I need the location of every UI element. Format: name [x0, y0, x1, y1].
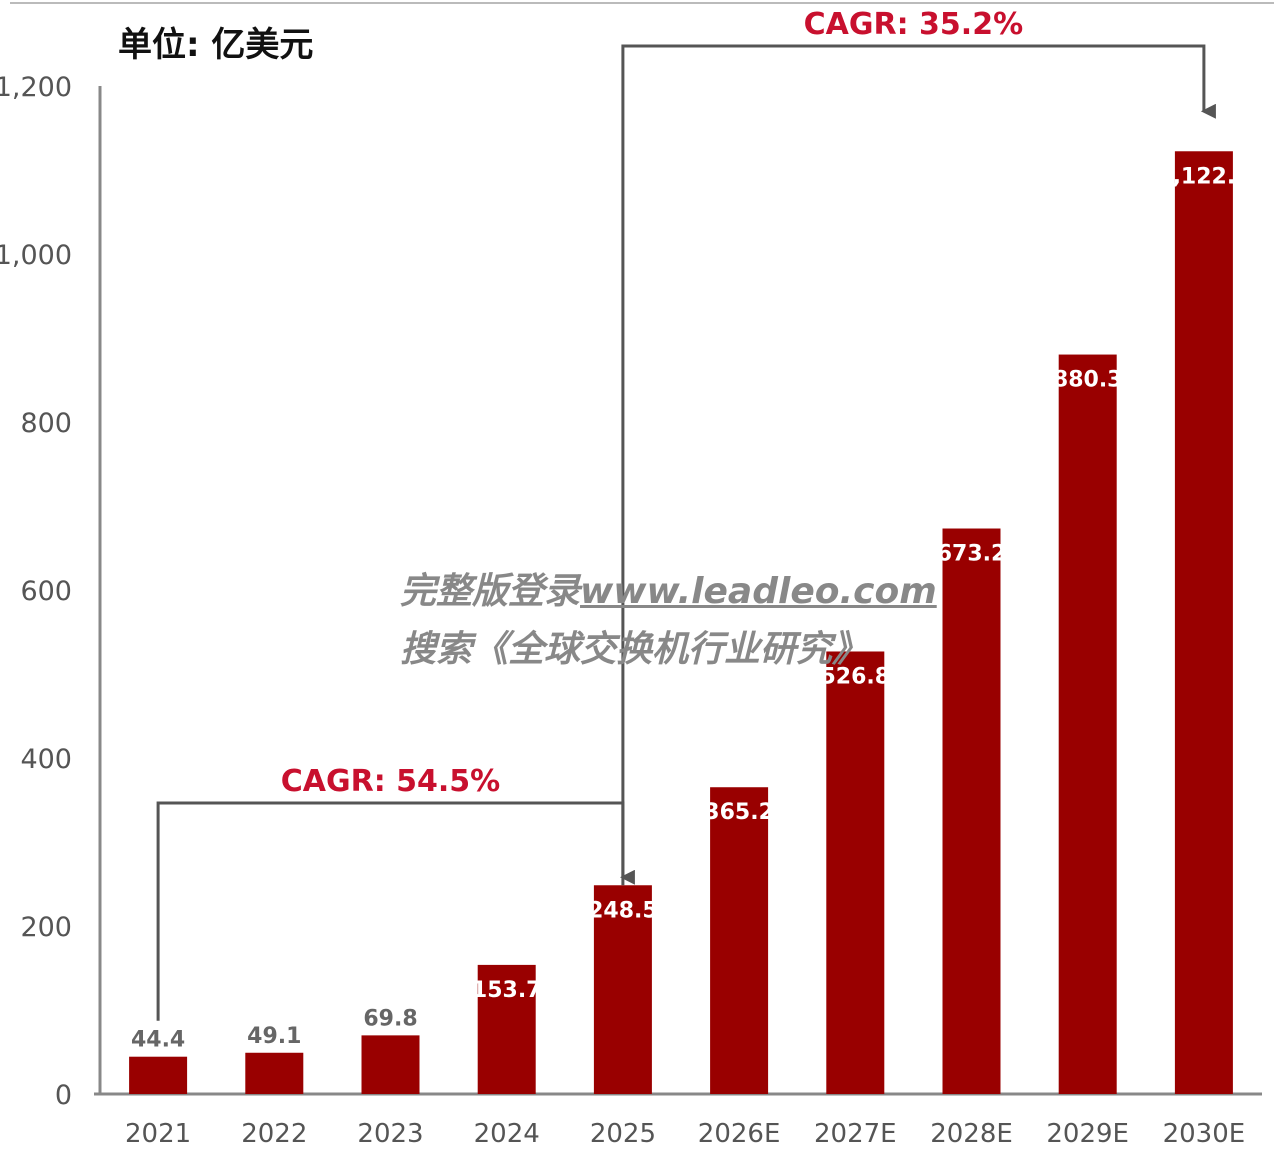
- value-label-2022: 49.1: [247, 1024, 301, 1049]
- value-label-2027E: 526.8: [821, 664, 891, 689]
- cagr-connector-1: [156, 801, 635, 1021]
- bar-2030E: [1174, 151, 1233, 1094]
- y-tick-label-5: 1,000: [0, 240, 72, 271]
- x-tick-label-2028E: 2028E: [930, 1119, 1013, 1149]
- x-tick-label-2030E: 2030E: [1163, 1119, 1246, 1149]
- cagr-label-2: CAGR: 35.2%: [804, 7, 1023, 42]
- x-tick-label-2023: 2023: [357, 1119, 423, 1149]
- watermark-line-2: 搜索《全球交换机行业研究》: [400, 629, 869, 670]
- bar-2021: [129, 1056, 188, 1094]
- bar-2028E: [942, 528, 1001, 1094]
- value-label-2028E: 673.2: [937, 542, 1007, 567]
- value-label-2025: 248.5: [588, 898, 658, 923]
- x-tick-label-2026E: 2026E: [698, 1119, 781, 1149]
- watermark-link[interactable]: www.leadleo.com: [580, 571, 937, 612]
- x-tick-label-2029E: 2029E: [1046, 1119, 1129, 1149]
- bar-2029E: [1058, 354, 1117, 1095]
- x-tick-label-2021: 2021: [125, 1119, 191, 1149]
- x-tick-label-2025: 2025: [590, 1119, 656, 1149]
- x-tick-label-2027E: 2027E: [814, 1119, 897, 1149]
- value-label-2026E: 365.2: [704, 800, 774, 825]
- watermark-prefix: 完整版登录: [400, 571, 581, 612]
- value-label-2029E: 880.3: [1053, 368, 1123, 393]
- bar-2026E: [710, 787, 769, 1094]
- bar-2027E: [826, 651, 885, 1094]
- bar-2023: [361, 1035, 420, 1094]
- bar-2025: [593, 885, 652, 1094]
- cagr-label-1: CAGR: 54.5%: [281, 764, 500, 799]
- value-label-2023: 69.8: [363, 1006, 417, 1031]
- x-tick-label-2024: 2024: [474, 1119, 540, 1149]
- bar-2024: [477, 964, 536, 1094]
- y-tick-label-1: 200: [20, 912, 72, 943]
- value-label-2024: 153.7: [472, 978, 542, 1003]
- unit-label: 单位: 亿美元: [118, 25, 313, 65]
- y-tick-label-0: 0: [55, 1080, 72, 1111]
- y-tick-label-3: 600: [20, 576, 72, 607]
- bar-2022: [245, 1052, 304, 1094]
- value-label-2030E: 1,122.3: [1157, 164, 1250, 189]
- cagr-connector-2: [621, 44, 1216, 886]
- y-tick-label-4: 800: [20, 408, 72, 439]
- x-tick-label-2022: 2022: [241, 1119, 307, 1149]
- y-tick-label-6: 1,200: [0, 72, 72, 103]
- value-label-2021: 44.4: [131, 1028, 185, 1053]
- y-tick-label-2: 400: [20, 744, 72, 775]
- watermark-line-1: 完整版登录www.leadleo.com: [400, 562, 937, 614]
